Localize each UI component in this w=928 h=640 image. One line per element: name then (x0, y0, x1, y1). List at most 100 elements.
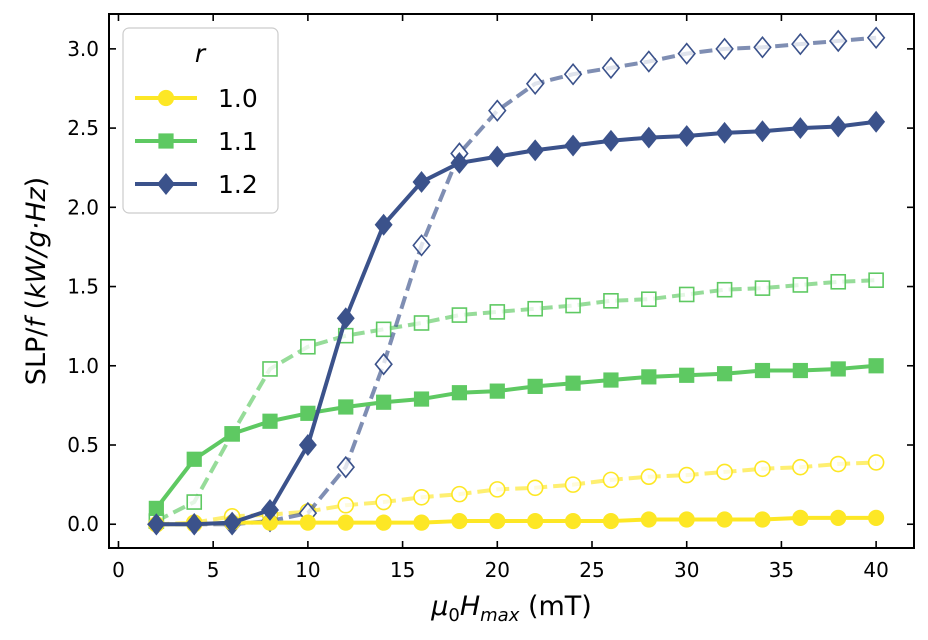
data-point (603, 372, 619, 388)
data-point (488, 99, 507, 122)
plot-frame (108, 13, 915, 549)
data-point (525, 72, 545, 95)
data-point (376, 394, 392, 410)
data-point (337, 514, 354, 531)
y-tick-label: 2.5 (67, 116, 99, 140)
data-point (716, 366, 733, 382)
data-point (564, 476, 582, 493)
data-point (375, 321, 392, 338)
data-point (412, 234, 431, 257)
data-point (489, 512, 506, 530)
data-point (563, 62, 583, 86)
data-point (754, 511, 771, 528)
data-point (451, 512, 468, 530)
x-tick-label: 25 (579, 558, 604, 582)
data-point (261, 499, 279, 521)
data-point (754, 280, 771, 296)
data-point (186, 494, 203, 510)
data-point (337, 496, 355, 514)
x-tick-label: 0 (112, 558, 125, 582)
data-point (602, 512, 620, 530)
data-point (488, 481, 506, 498)
data-point (866, 26, 886, 50)
legend-label: 1.2 (218, 170, 258, 199)
data-point (868, 272, 884, 289)
data-point (300, 405, 316, 421)
data-point (830, 509, 847, 526)
series-3 (148, 358, 884, 516)
series-4 (148, 272, 884, 529)
data-point (375, 514, 392, 531)
y-tick-label: 3.0 (67, 37, 99, 61)
legend-marker (158, 133, 174, 149)
data-point (374, 213, 393, 236)
data-point (413, 391, 430, 407)
data-point (792, 277, 809, 293)
data-point (413, 514, 430, 531)
data-point (374, 352, 393, 376)
data-point (791, 117, 810, 140)
data-point (488, 145, 507, 168)
ticks-layer: 0 5 10 15 20 25 30 35 40 0.0 0.5 1.0 1.5 2.0 2.5 3.0 (67, 14, 914, 582)
data-point (375, 493, 392, 511)
data-point (565, 297, 581, 314)
data-point (753, 36, 772, 59)
data-point (791, 32, 810, 56)
data-point (224, 426, 240, 442)
data-point (336, 455, 355, 479)
data-point (641, 291, 657, 308)
data-point (147, 513, 166, 536)
data-point (262, 413, 278, 429)
data-point (412, 171, 431, 193)
data-point (641, 369, 657, 385)
data-point (792, 362, 808, 379)
data-point (830, 361, 846, 377)
data-point (338, 399, 354, 415)
data-point (601, 129, 620, 152)
x-tick-label: 20 (485, 558, 510, 582)
legend-marker (157, 89, 175, 107)
data-point (565, 375, 581, 391)
legend-label: 1.1 (218, 127, 258, 156)
data-point (830, 273, 847, 290)
data-point (677, 125, 696, 147)
data-point (602, 471, 620, 489)
x-tick-label: 10 (295, 558, 320, 582)
data-point (298, 434, 317, 456)
data-point (451, 385, 468, 401)
data-point (679, 367, 695, 383)
data-point (185, 513, 204, 536)
data-point (715, 37, 734, 61)
data-point (223, 511, 242, 534)
data-point (867, 110, 886, 133)
data-point (489, 304, 506, 320)
data-point (868, 509, 885, 526)
data-point (639, 50, 659, 73)
x-tick-label: 35 (769, 558, 794, 582)
data-point (527, 378, 543, 394)
x-tick-label: 30 (674, 558, 699, 582)
y-tick-label: 1.5 (67, 275, 99, 299)
data-point (753, 120, 772, 143)
x-tick-label: 5 (207, 558, 220, 582)
data-point (754, 362, 771, 379)
y-tick-label: 0.5 (67, 433, 99, 457)
legend: r 1.0 1.1 1.2 (122, 27, 279, 214)
data-point (526, 139, 545, 162)
data-point (564, 134, 583, 157)
data-point (716, 281, 733, 298)
data-point (299, 514, 316, 531)
data-point (678, 286, 695, 303)
data-point (451, 485, 468, 503)
data-point (716, 511, 733, 528)
x-tick-label: 15 (390, 558, 415, 582)
data-point (186, 451, 202, 467)
y-axis-label: SLP/f (kW/g·Hz) (21, 177, 52, 385)
data-point (527, 300, 543, 317)
data-point (451, 307, 468, 323)
data-point (640, 468, 658, 485)
series-layer (147, 26, 886, 536)
legend-title: r (195, 39, 207, 68)
data-point (868, 358, 884, 374)
y-tick-label: 0.0 (67, 512, 99, 536)
